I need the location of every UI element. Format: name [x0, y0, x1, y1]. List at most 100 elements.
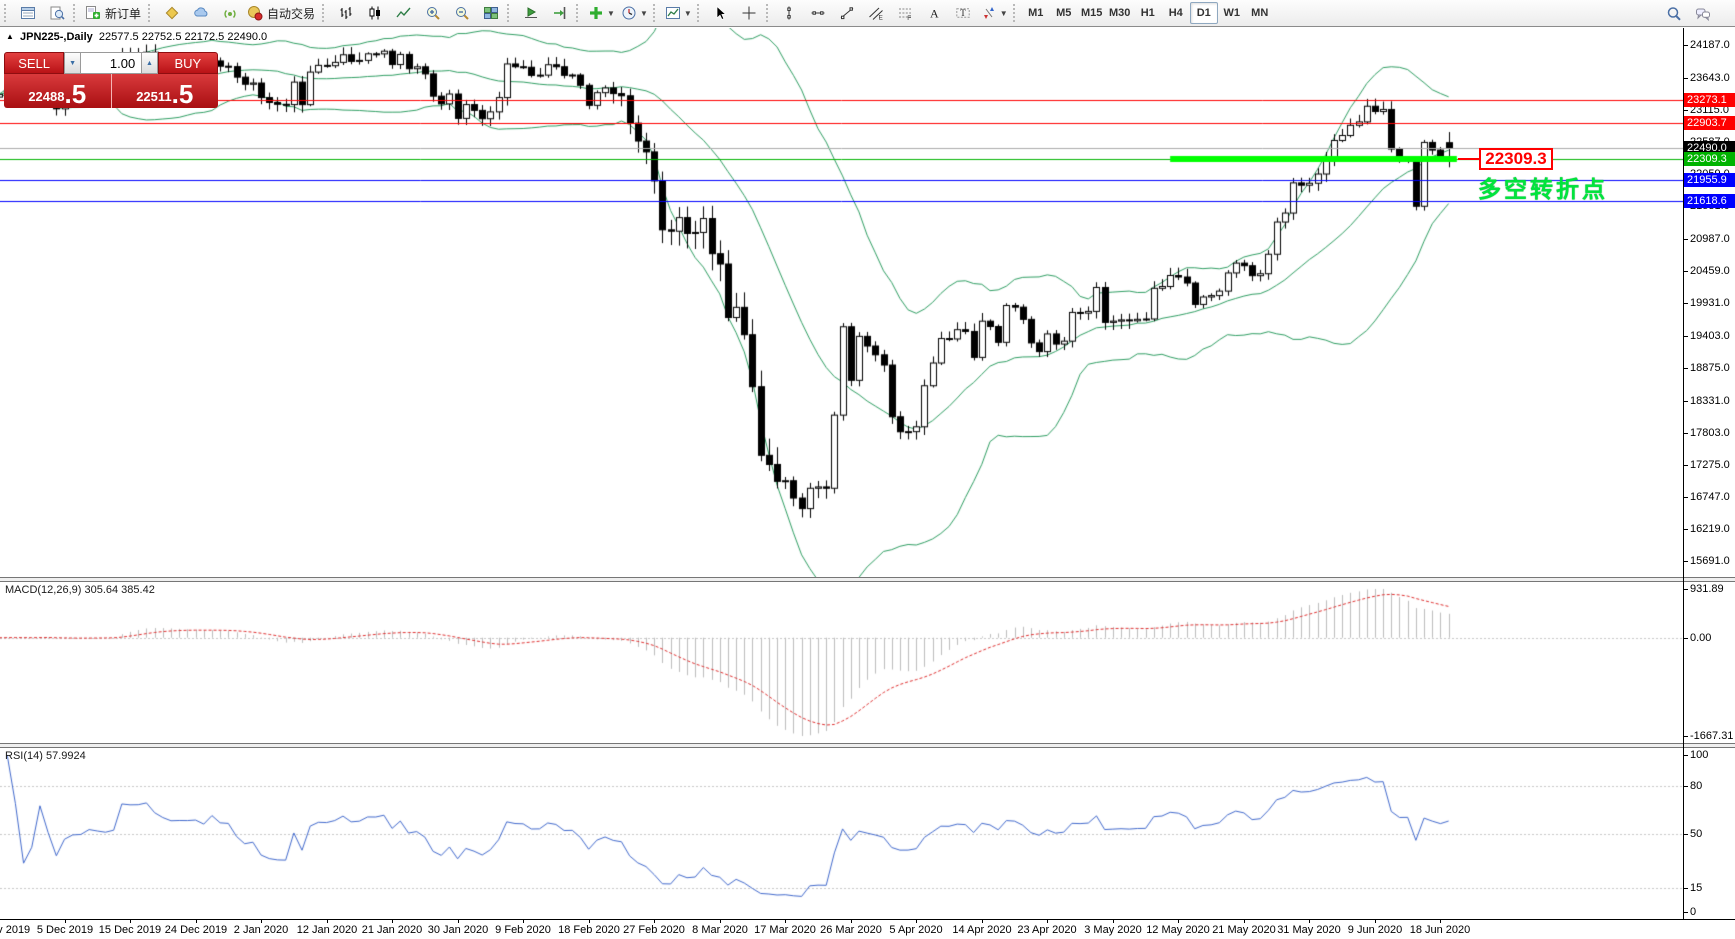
buy-price-panel[interactable]: 22511 .5 — [111, 74, 218, 109]
timeframe-m15-button[interactable]: M15 — [1081, 7, 1103, 19]
toolbar-grip — [1012, 4, 1019, 22]
price-chart-canvas[interactable] — [0, 28, 1683, 577]
vertical-line-button[interactable] — [775, 1, 804, 25]
tile-windows-button[interactable] — [476, 1, 505, 25]
time-tick — [458, 919, 459, 923]
sell-price-frac: .5 — [64, 79, 87, 109]
toolbar-grip — [4, 4, 10, 22]
timeframe-m5-button[interactable]: M5 — [1056, 7, 1072, 19]
timeframe-h4-button[interactable]: H4 — [1168, 7, 1183, 19]
new-order-button[interactable]: 新订单 — [82, 1, 146, 25]
indicators-button[interactable]: ▼ — [585, 1, 618, 25]
indicator-tick — [1684, 736, 1688, 737]
timeframe-w1-button[interactable]: W1 — [1223, 7, 1240, 19]
equidistant-channel-icon: E — [868, 5, 884, 21]
crosshair-button[interactable] — [735, 1, 764, 25]
auto-scroll-icon — [523, 5, 539, 21]
volume-decrease-button[interactable]: ▼ — [64, 52, 81, 74]
price-tick-label: 19403.0 — [1690, 330, 1730, 342]
candle-chart-button[interactable] — [360, 1, 389, 25]
timeframe-h1-button[interactable]: H1 — [1140, 7, 1155, 19]
data-window-button[interactable] — [42, 1, 71, 25]
styler-button[interactable] — [157, 1, 186, 25]
svg-text:T: T — [960, 8, 966, 18]
chart-shift-button[interactable] — [545, 1, 574, 25]
fibonacci-button[interactable]: F — [891, 1, 920, 25]
sell-button[interactable]: SELL — [4, 52, 65, 74]
price-tick — [1684, 368, 1688, 369]
sell-price-panel[interactable]: 22488 .5 — [4, 74, 112, 108]
search-button[interactable] — [1659, 2, 1688, 26]
time-tick-label: 24 Dec 2019 — [164, 924, 228, 936]
toolbar-grip — [507, 4, 513, 22]
market-watch-button[interactable] — [13, 1, 42, 25]
rsi-pane[interactable] — [0, 748, 1683, 919]
time-tick-label: 2 Jan 2020 — [233, 924, 289, 936]
timeframe-d1-button[interactable]: D1 — [1189, 2, 1218, 24]
svg-text:E: E — [879, 15, 884, 22]
ohlc-open: 22577.5 — [98, 31, 139, 43]
zoom-in-button[interactable] — [418, 1, 447, 25]
price-badge-21955.9: 21955.9 — [1684, 173, 1735, 187]
buy-button[interactable]: BUY — [157, 52, 218, 74]
indicator-tick-label: 931.89 — [1690, 583, 1724, 595]
trendline-button[interactable] — [833, 1, 862, 25]
indicator-tick-label: 0.00 — [1690, 632, 1712, 644]
text-button[interactable]: A — [920, 1, 949, 25]
time-tick — [327, 919, 328, 923]
price-tick-label: 18875.0 — [1690, 362, 1730, 374]
text-label-button[interactable]: T — [949, 1, 978, 25]
main-chart-pane[interactable] — [0, 28, 1683, 577]
auto-scroll-button[interactable] — [516, 1, 545, 25]
cloud-button[interactable] — [186, 1, 215, 25]
bar-chart-button[interactable] — [331, 1, 360, 25]
ohlc-low: 22172.5 — [184, 31, 225, 43]
price-tick — [1684, 529, 1688, 530]
time-tick-label: 12 Jan 2020 — [296, 924, 358, 936]
equidistant-channel-button[interactable]: E — [862, 1, 891, 25]
chat-button[interactable] — [1688, 2, 1717, 26]
line-chart-button[interactable] — [389, 1, 418, 25]
indicator-tick — [1684, 589, 1688, 590]
buy-price-main: 22511 — [136, 89, 172, 104]
horizontal-line-button[interactable] — [804, 1, 833, 25]
timeframe-m30-button[interactable]: M30 — [1109, 7, 1131, 19]
zoom-out-button[interactable] — [447, 1, 476, 25]
periods-button[interactable]: ▼ — [618, 1, 651, 25]
sell-price-main: 22488 — [28, 89, 65, 104]
price-tick — [1684, 336, 1688, 337]
timeframe-m1-button[interactable]: M1 — [1028, 7, 1044, 19]
indicator-tick — [1684, 834, 1688, 835]
symbol-marker-icon: ▲ — [6, 32, 14, 41]
volume-increase-button[interactable]: ▲ — [141, 52, 158, 74]
arrows-button[interactable]: ▼ — [978, 1, 1011, 25]
timeframe-mn-button[interactable]: MN — [1251, 7, 1269, 19]
cursor-icon — [712, 5, 728, 21]
templates-icon — [665, 5, 681, 21]
ohlc-close: 22490.0 — [227, 31, 268, 43]
buy-price-frac: .5 — [171, 79, 194, 109]
cursor-button[interactable] — [706, 1, 735, 25]
pane-separator-rsi[interactable] — [0, 743, 1735, 748]
price-tick-label: 20459.0 — [1690, 265, 1730, 277]
tile-windows-icon — [483, 5, 499, 21]
macd-canvas[interactable] — [0, 582, 1683, 743]
indicator-tick-label: 80 — [1690, 780, 1703, 792]
time-tick — [196, 919, 197, 923]
price-label-box[interactable]: 22309.3 — [1479, 148, 1553, 170]
pane-separator-macd[interactable] — [0, 577, 1735, 582]
templates-button[interactable]: ▼ — [662, 1, 695, 25]
note-text[interactable]: 多空转折点 — [1478, 176, 1608, 202]
time-tick — [589, 919, 590, 923]
macd-pane[interactable] — [0, 582, 1683, 743]
line-chart-icon — [395, 5, 412, 21]
autotrading-button[interactable]: 自动交易 — [244, 1, 320, 25]
time-tick-label: 26 Nov 2019 — [0, 924, 31, 936]
signals-button[interactable] — [215, 1, 244, 25]
rsi-canvas[interactable] — [0, 748, 1683, 919]
svg-text:F: F — [907, 15, 911, 21]
volume-input[interactable]: 1.00 — [80, 52, 142, 74]
horizontal-line-icon — [810, 5, 826, 21]
autotrading-button-label: 自动交易 — [267, 6, 316, 21]
